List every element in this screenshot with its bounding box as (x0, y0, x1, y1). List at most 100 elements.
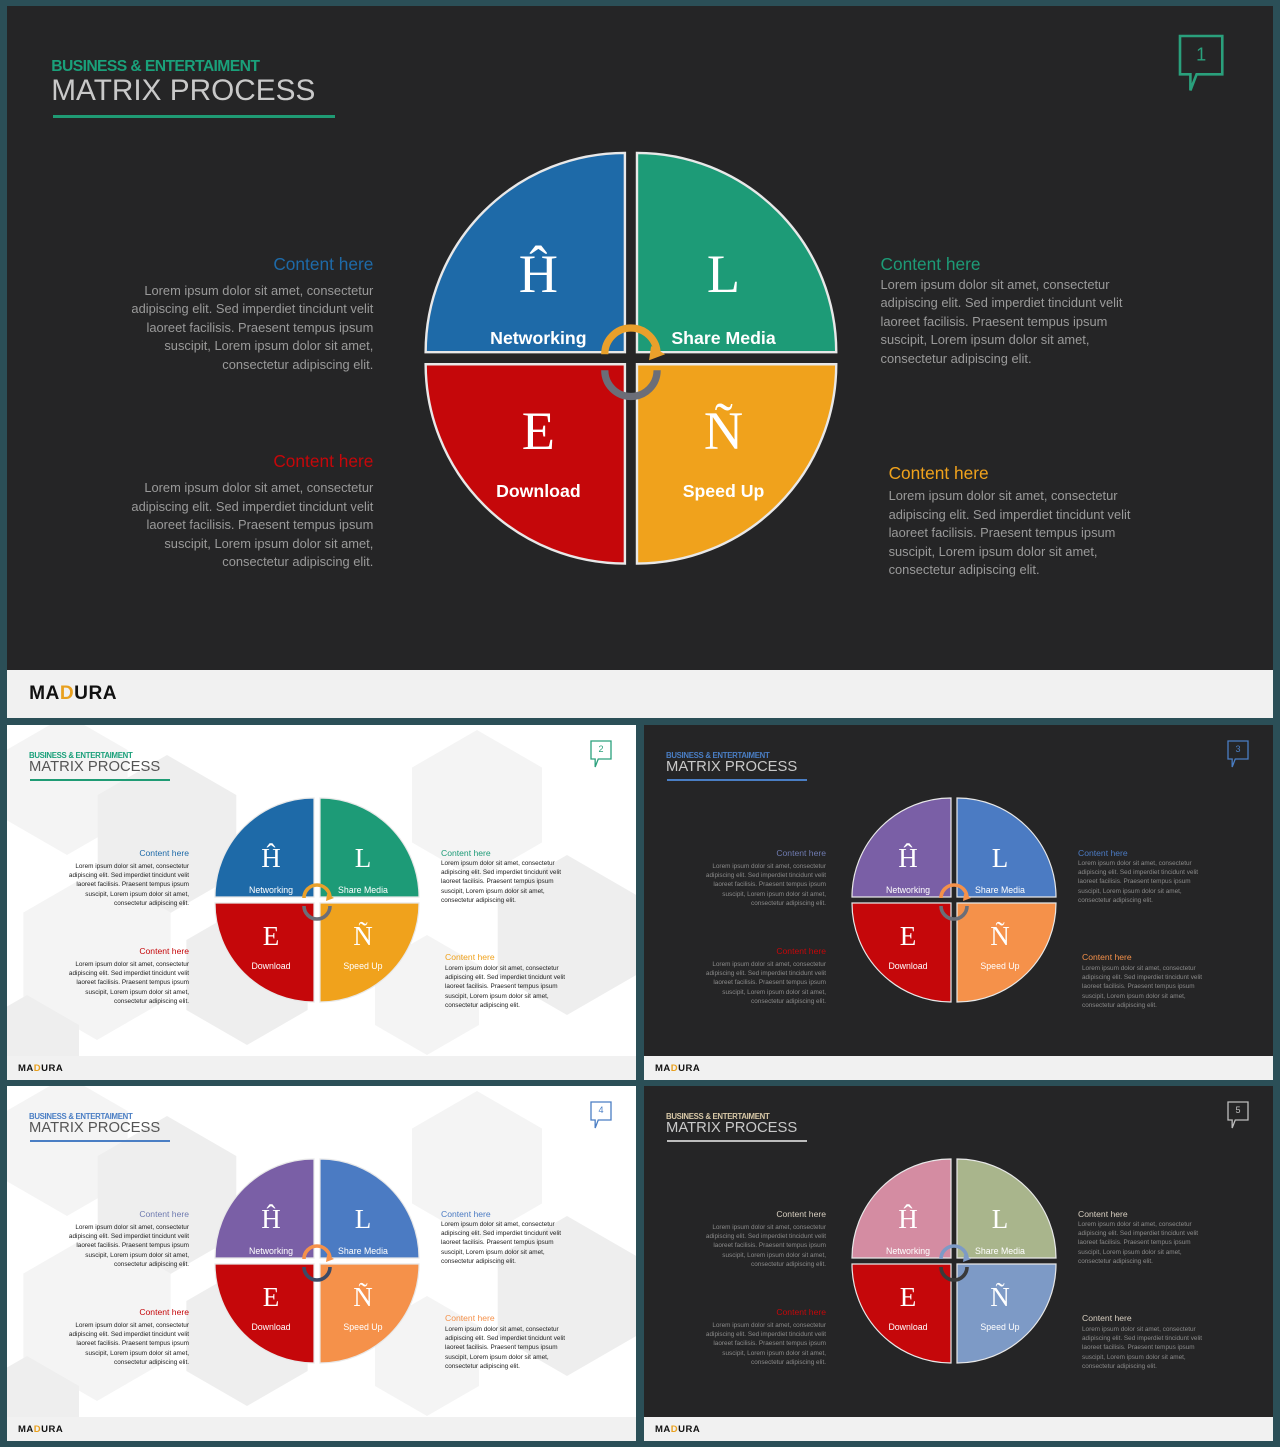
content-body: Lorem ipsum dolor sit amet, consectetur … (441, 860, 562, 904)
brand-logo: MADURA (18, 1063, 63, 1074)
quadrant-speed-up[interactable] (319, 902, 420, 1003)
quadrant-networking[interactable] (214, 1158, 315, 1259)
content-heading: Content here (445, 952, 495, 962)
quadrant-letter: L (706, 243, 741, 304)
quadrant-share-media[interactable] (956, 1158, 1057, 1259)
content-body: Lorem ipsum dolor sit amet, consectetur … (1078, 860, 1199, 904)
slide-footer: MADURA (7, 669, 1273, 718)
speech-bubble-icon: 4 (590, 1101, 612, 1129)
hexagon-shape (97, 1116, 237, 1276)
quadrant-speed-up[interactable] (956, 1263, 1057, 1364)
quadrant-speed-up[interactable] (319, 1263, 420, 1364)
arrowhead-icon (326, 894, 334, 901)
quadrant-letter: Ñ (703, 400, 744, 461)
brand-text: URA (41, 1423, 64, 1435)
quadrant-networking[interactable] (851, 1158, 952, 1259)
matrix-circle (424, 151, 838, 565)
slide-3[interactable]: BUSINESS & ENTERTAIMENT MATRIX PROCESS 3 Ĥ N… (644, 725, 1273, 1080)
content-heading: Content here (273, 253, 374, 274)
quadrant-speed-up[interactable] (635, 363, 838, 565)
cycle-arrow-bottom (601, 370, 661, 401)
quadrant-letter: Ĥ (898, 842, 918, 873)
quadrant-networking[interactable] (424, 151, 627, 354)
slide-kicker: BUSINESS & ENTERTAIMENT (29, 751, 133, 760)
content-body: Lorem ipsum dolor sit amet, consectetur … (880, 276, 1123, 366)
content-heading: Content here (1078, 848, 1128, 858)
slide-footer: MADURA (644, 1417, 1273, 1441)
quadrant-letter: Ĥ (261, 842, 281, 873)
slide-number: 3 (1235, 744, 1240, 754)
quadrant-label: Download (496, 481, 581, 501)
matrix-circle (851, 1158, 1057, 1364)
content-heading: Content here (441, 1209, 491, 1219)
slide-1[interactable]: BUSINESS & ENTERTAIMENT MATRIX PROCESS 1 Ĥ N… (7, 6, 1273, 718)
quadrant-share-media[interactable] (319, 797, 420, 898)
quadrant-networking[interactable] (851, 797, 952, 898)
hexagon-shape (7, 1086, 128, 1216)
hexagon-shape (412, 1091, 542, 1241)
slide-number: 2 (598, 744, 603, 754)
quadrant-label: Networking (885, 1246, 930, 1256)
content-heading: Content here (273, 450, 374, 471)
quadrant-networking[interactable] (214, 797, 315, 898)
speech-bubble-icon: 5 (1227, 1101, 1249, 1129)
quadrant-label: Speed Up (682, 481, 765, 501)
content-body: Lorem ipsum dolor sit amet, consectetur … (705, 961, 826, 1005)
content-heading: Content here (880, 253, 981, 274)
slide-title: MATRIX PROCESS (29, 1120, 161, 1136)
quadrant-label: Networking (248, 1246, 293, 1256)
hexagon-shape (375, 935, 479, 1055)
slide-kicker: BUSINESS & ENTERTAIMENT (666, 751, 770, 760)
quadrant-letter: E (899, 1281, 917, 1312)
quadrant-letter: Ĥ (898, 1203, 918, 1234)
quadrant-share-media[interactable] (956, 797, 1057, 898)
brand-text: MA (18, 1423, 34, 1435)
content-heading: Content here (139, 1307, 189, 1317)
hexagon-shape (375, 1296, 479, 1416)
content-heading: Content here (776, 946, 826, 956)
cycle-arrow-bottom (939, 1266, 969, 1282)
quadrant-label: Download (251, 961, 291, 971)
quadrant-share-media[interactable] (319, 1158, 420, 1259)
quadrant-download[interactable] (851, 1263, 952, 1364)
content-body: Lorem ipsum dolor sit amet, consectetur … (131, 479, 374, 570)
slide-number: 1 (1196, 45, 1206, 65)
cycle-arrow-top (939, 1244, 969, 1260)
quadrant-download[interactable] (214, 1263, 315, 1364)
quadrant-label: Speed Up (980, 1322, 1020, 1332)
matrix-circle (851, 797, 1057, 1003)
arrowhead-icon (963, 894, 971, 901)
quadrant-speed-up[interactable] (956, 902, 1057, 1003)
slide-2[interactable]: BUSINESS & ENTERTAIMENT MATRIX PROCESS 2 Ĥ N… (7, 725, 636, 1080)
quadrant-label: Share Media (975, 1246, 1025, 1256)
brand-accent-letter: D (670, 1423, 679, 1435)
quadrant-download[interactable] (851, 902, 952, 1003)
slide-kicker: BUSINESS & ENTERTAIMENT (666, 1112, 770, 1121)
content-body: Lorem ipsum dolor sit amet, consectetur … (705, 1224, 826, 1268)
slide-footer: MADURA (7, 1417, 636, 1441)
matrix-circle (214, 1158, 420, 1364)
slide-kicker: BUSINESS & ENTERTAIMENT (29, 1112, 133, 1121)
quadrant-label: Download (251, 1322, 291, 1332)
matrix-circle (214, 797, 420, 1003)
quadrant-letter: Ĥ (261, 1203, 281, 1234)
quadrant-download[interactable] (214, 902, 315, 1003)
slide-4[interactable]: BUSINESS & ENTERTAIMENT MATRIX PROCESS 4 Ĥ N… (7, 1086, 636, 1441)
quadrant-letter: Ñ (990, 1281, 1010, 1312)
quadrant-label: Speed Up (343, 961, 383, 971)
content-heading: Content here (776, 848, 826, 858)
hexagon-shape (412, 730, 542, 880)
brand-accent-letter: D (59, 682, 75, 704)
quadrant-letter: E (521, 400, 555, 461)
quadrant-label: Share Media (338, 885, 388, 895)
quadrant-download[interactable] (424, 363, 627, 565)
cycle-arrow-bottom (302, 905, 332, 921)
quadrant-share-media[interactable] (635, 151, 838, 354)
slide-number: 4 (598, 1105, 603, 1115)
slide-5[interactable]: BUSINESS & ENTERTAIMENT MATRIX PROCESS 5 Ĥ N… (644, 1086, 1273, 1441)
content-body: Lorem ipsum dolor sit amet, consectetur … (68, 1224, 189, 1268)
content-heading: Content here (1082, 952, 1132, 962)
content-heading: Content here (441, 848, 491, 858)
quadrant-label: Networking (490, 328, 587, 349)
quadrant-label: Networking (248, 885, 293, 895)
